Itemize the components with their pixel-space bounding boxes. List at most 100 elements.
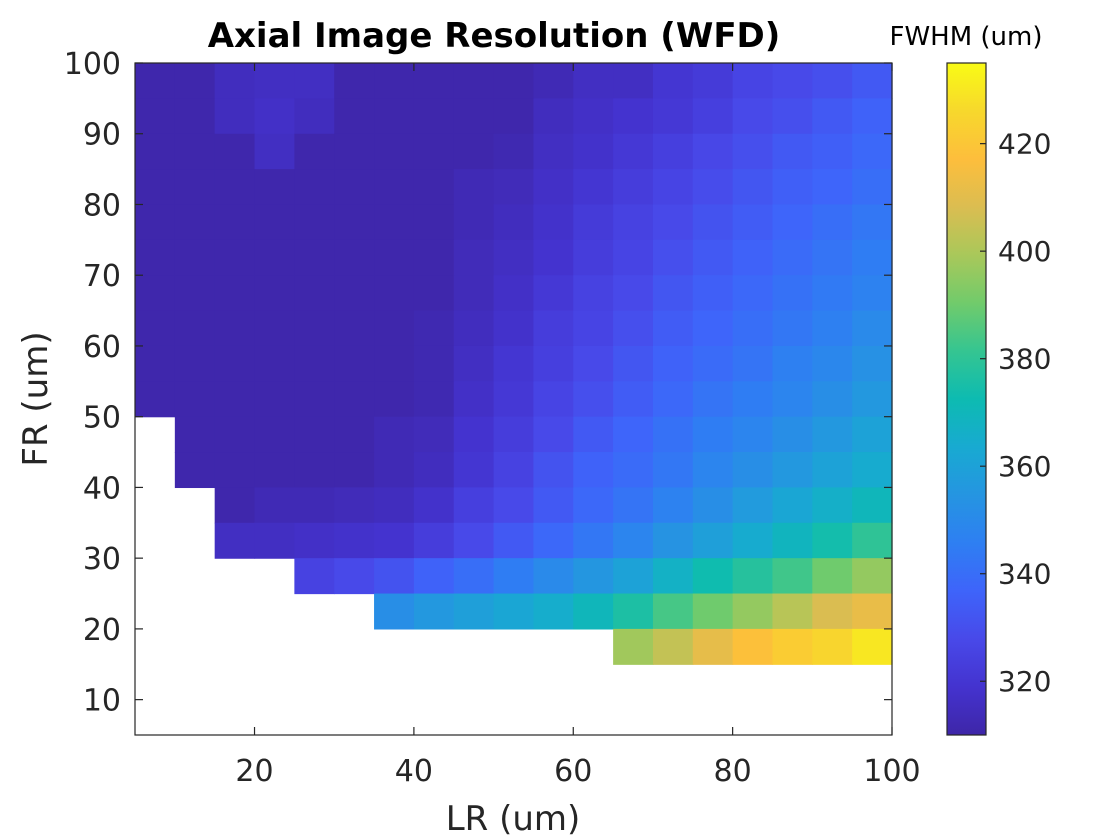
y-axis-label: FR (um) — [16, 331, 56, 466]
heatmap-cell — [174, 452, 216, 489]
heatmap-cell — [453, 416, 495, 453]
heatmap-cell — [732, 558, 774, 595]
heatmap-cell — [174, 204, 216, 241]
heatmap-cell — [652, 133, 694, 170]
heatmap-cell — [573, 452, 614, 489]
heatmap-cell — [533, 522, 574, 559]
heatmap-cell — [413, 381, 455, 418]
heatmap-cell — [294, 416, 335, 453]
heatmap-cell — [772, 345, 813, 382]
heatmap-cell — [692, 204, 734, 241]
heatmap-cell — [254, 345, 295, 382]
heatmap-cell — [533, 416, 574, 453]
heatmap-cell — [294, 63, 335, 99]
heatmap-cell — [413, 310, 455, 347]
heatmap-cell — [135, 133, 176, 170]
heatmap-cell — [613, 310, 654, 347]
heatmap-cell — [732, 522, 774, 559]
heatmap-cell — [533, 345, 574, 382]
heatmap-cell — [533, 452, 574, 489]
heatmap-cell — [852, 310, 893, 347]
heatmap-cell — [214, 204, 256, 241]
heatmap-cell — [374, 239, 415, 276]
heatmap-cell — [533, 239, 574, 276]
colorbar-tick-label: 320 — [998, 665, 1051, 698]
heatmap-cell — [174, 63, 216, 99]
heatmap-cell — [613, 133, 654, 170]
heatmap-cell — [772, 98, 813, 135]
x-tick-label: 100 — [863, 754, 920, 789]
heatmap-cell — [652, 275, 694, 312]
heatmap-cells — [135, 63, 893, 665]
heatmap-cell — [732, 63, 774, 99]
heatmap-cell — [613, 628, 654, 665]
heatmap-cell — [334, 345, 375, 382]
heatmap-cell — [772, 416, 813, 453]
heatmap-cell — [732, 345, 774, 382]
heatmap-cell — [135, 204, 176, 241]
heatmap-cell — [533, 593, 574, 630]
heatmap-cell — [254, 522, 295, 559]
heatmap-cell — [772, 452, 813, 489]
heatmap-cell — [493, 593, 535, 630]
heatmap-cell — [692, 239, 734, 276]
heatmap-cell — [652, 98, 694, 135]
heatmap-cell — [772, 487, 813, 524]
heatmap-cell — [135, 275, 176, 312]
heatmap-cell — [174, 275, 216, 312]
heatmap-cell — [254, 416, 295, 453]
heatmap-cell — [772, 381, 813, 418]
heatmap-cell — [413, 593, 455, 630]
heatmap-cell — [214, 416, 256, 453]
heatmap-cell — [254, 275, 295, 312]
heatmap-cell — [214, 98, 256, 135]
x-tick-label: 20 — [235, 754, 273, 789]
heatmap-cell — [413, 558, 455, 595]
heatmap-cell — [692, 310, 734, 347]
heatmap-cell — [334, 239, 375, 276]
heatmap-cell — [174, 133, 216, 170]
colorbar-tick-label: 340 — [998, 558, 1051, 591]
y-tick-label: 50 — [83, 401, 121, 436]
heatmap-cell — [413, 345, 455, 382]
heatmap-cell — [453, 239, 495, 276]
heatmap-cell — [334, 522, 375, 559]
heatmap-cell — [374, 487, 415, 524]
heatmap-cell — [573, 275, 614, 312]
heatmap-cell — [573, 381, 614, 418]
heatmap-cell — [374, 416, 415, 453]
heatmap-cell — [613, 381, 654, 418]
y-tick-label: 70 — [83, 259, 121, 294]
heatmap-cell — [254, 239, 295, 276]
heatmap-cell — [852, 593, 893, 630]
heatmap-cell — [413, 63, 455, 99]
plot-frame — [134, 62, 893, 736]
heatmap-cell — [334, 416, 375, 453]
heatmap-cell — [613, 522, 654, 559]
heatmap-cell — [533, 63, 574, 99]
heatmap-cell — [493, 310, 535, 347]
heatmap-cell — [493, 381, 535, 418]
heatmap-cell — [692, 345, 734, 382]
heatmap-cell — [812, 452, 853, 489]
y-tick-label: 100 — [64, 47, 121, 82]
heatmap-cell — [453, 133, 495, 170]
heatmap-cell — [294, 452, 335, 489]
heatmap-cell — [732, 381, 774, 418]
heatmap-cell — [334, 381, 375, 418]
heatmap-cell — [413, 522, 455, 559]
heatmap-cell — [692, 452, 734, 489]
heatmap-cell — [613, 204, 654, 241]
heatmap-cell — [254, 452, 295, 489]
heatmap-cell — [613, 452, 654, 489]
heatmap-cell — [294, 310, 335, 347]
heatmap-cell — [294, 345, 335, 382]
heatmap-cell — [732, 204, 774, 241]
heatmap-cell — [453, 169, 495, 206]
heatmap-cell — [294, 239, 335, 276]
y-tick-label: 30 — [83, 542, 121, 577]
heatmap-cell — [573, 169, 614, 206]
heatmap-cell — [214, 169, 256, 206]
heatmap-cell — [573, 487, 614, 524]
heatmap-cell — [135, 98, 176, 135]
